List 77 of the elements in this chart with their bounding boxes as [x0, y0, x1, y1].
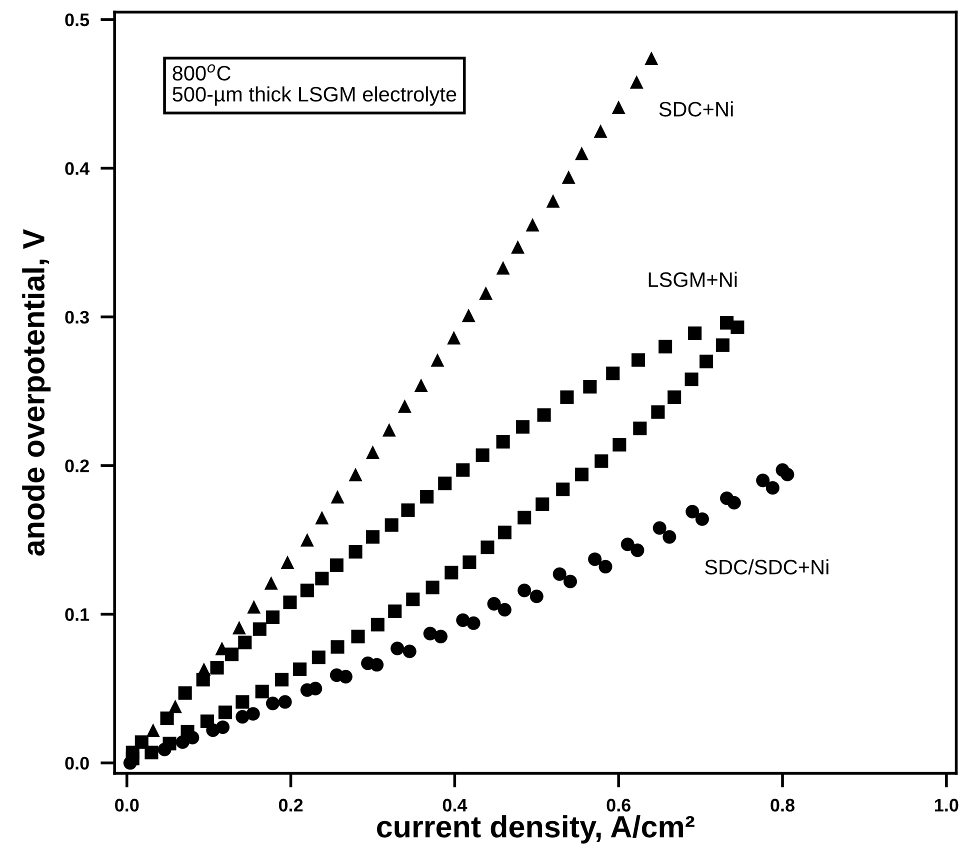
point: [246, 707, 260, 721]
y-tick-label: 0.0: [65, 756, 89, 770]
point: [278, 695, 292, 709]
y-tick-label: 0.4: [65, 162, 90, 175]
point: [644, 51, 658, 65]
point: [414, 378, 428, 392]
point: [168, 700, 182, 714]
series-label: SDC+Ni: [659, 101, 733, 117]
point: [430, 353, 444, 367]
annotation: 800$^{o}$C 500-µm thick LSGM electrolyte: [172, 64, 456, 106]
y-tick-label: 0.1: [65, 608, 90, 621]
point: [766, 481, 780, 495]
point: [588, 552, 602, 566]
point: [462, 308, 476, 322]
point: [662, 530, 676, 544]
point: [366, 445, 380, 459]
series-label: SDC/SDC+Ni: [705, 559, 828, 575]
point: [695, 512, 709, 526]
point: [727, 496, 741, 510]
point: [382, 423, 396, 437]
point: [390, 642, 404, 656]
point: [686, 504, 700, 518]
point: [487, 597, 501, 611]
point: [300, 533, 314, 547]
point: [612, 100, 626, 114]
x-axis-title: current density, A/cm²: [377, 815, 694, 844]
point: [530, 590, 544, 604]
point: [574, 146, 588, 160]
point: [546, 194, 560, 208]
point: [146, 723, 160, 737]
point: [348, 468, 362, 482]
point: [630, 544, 644, 558]
point: [479, 286, 493, 300]
point: [620, 538, 634, 552]
point: [756, 474, 770, 488]
point: [447, 330, 461, 344]
y-tick-label: 0.2: [65, 459, 89, 472]
point: [338, 670, 352, 684]
x-tick-label: 0.8: [770, 798, 795, 812]
point: [315, 510, 329, 524]
x-tick-label: 1.0: [935, 798, 958, 812]
point: [266, 696, 280, 710]
y-axis-title: anode overpotential, V: [22, 229, 51, 556]
point: [280, 555, 294, 569]
point: [434, 630, 448, 644]
point: [308, 682, 322, 696]
point: [370, 658, 384, 672]
point: [466, 616, 480, 630]
y-tick-label: 0.3: [65, 310, 89, 324]
point: [158, 742, 172, 756]
point: [780, 468, 794, 482]
point: [123, 756, 137, 770]
point: [652, 521, 666, 535]
point: [630, 75, 644, 89]
series-label: LSGM+Ni: [648, 272, 737, 288]
point: [563, 574, 578, 588]
point: [511, 240, 525, 254]
y-tick-label: 0.5: [65, 13, 90, 26]
point: [398, 399, 412, 413]
point: [518, 584, 532, 598]
point: [330, 490, 344, 504]
point: [216, 720, 230, 734]
point: [247, 600, 261, 614]
point: [232, 620, 246, 634]
point: [402, 644, 416, 658]
point: [552, 567, 566, 581]
point: [594, 124, 608, 138]
x-tick-label: 0.0: [115, 798, 139, 812]
point: [496, 261, 510, 275]
point: [498, 603, 512, 617]
point: [562, 170, 576, 184]
x-tick-label: 0.2: [278, 798, 303, 812]
point: [598, 560, 612, 574]
point: [526, 218, 540, 232]
x-tick-label: 0.4: [442, 798, 468, 812]
x-tick-label: 0.6: [606, 798, 631, 812]
point: [264, 576, 278, 590]
